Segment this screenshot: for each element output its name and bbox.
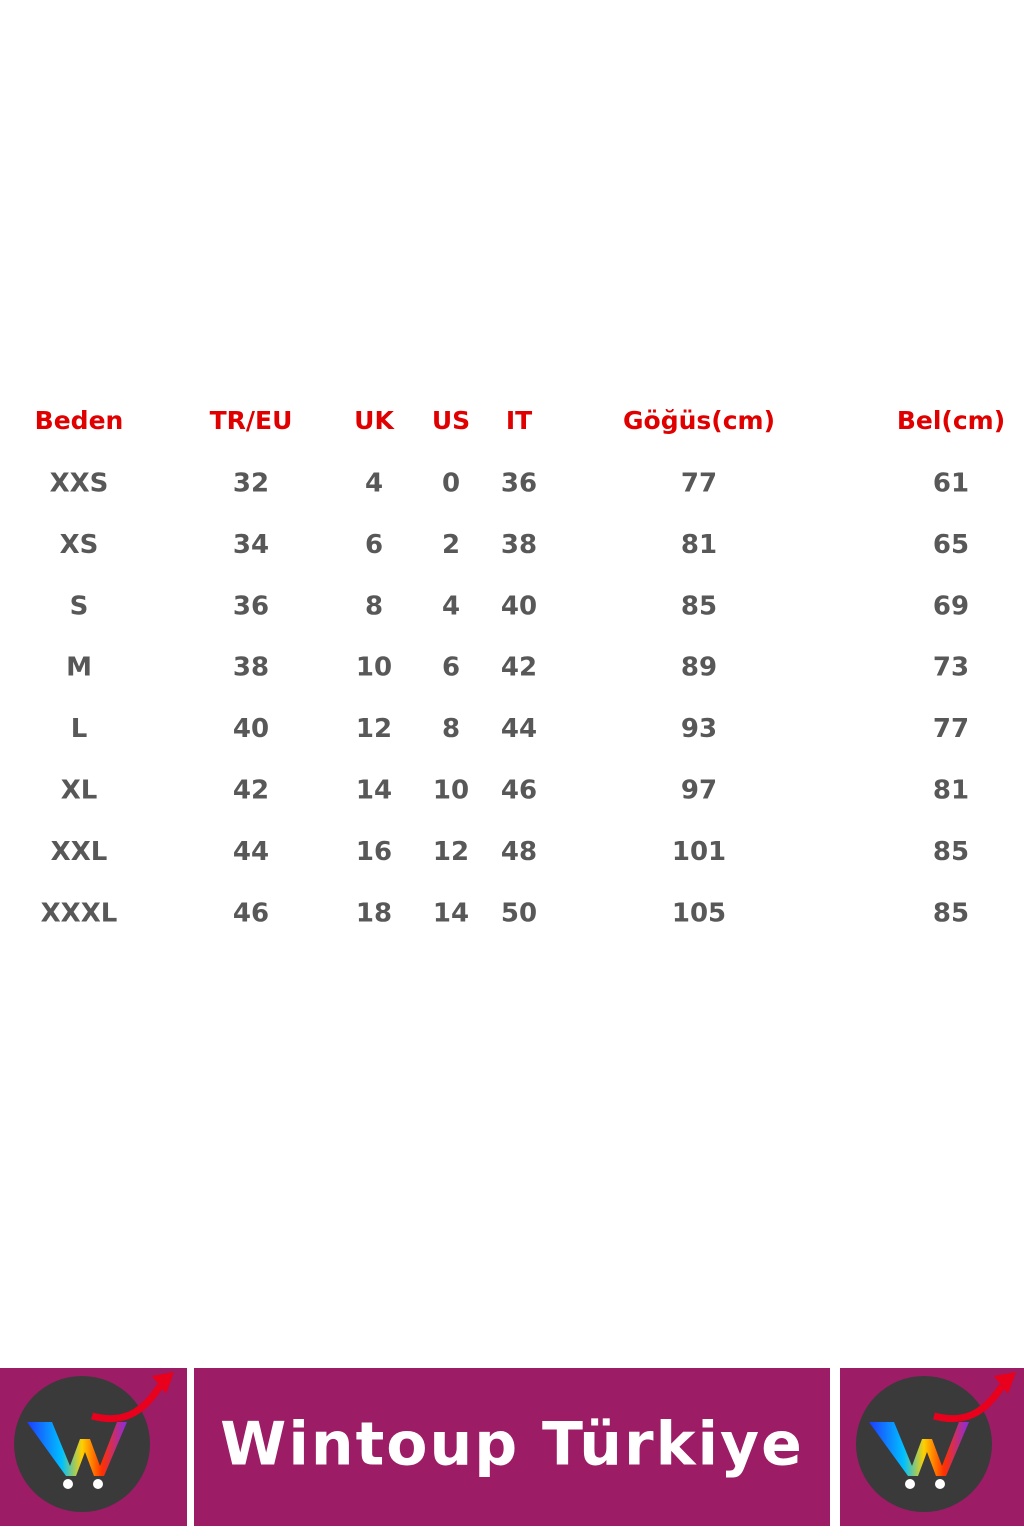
- table-cell: 93: [681, 714, 717, 744]
- table-cell: 14: [433, 898, 469, 928]
- column-header: Göğüs(cm): [623, 406, 775, 435]
- table-cell: 73: [933, 653, 969, 683]
- table-cell: 38: [233, 653, 269, 683]
- table-cell: 81: [681, 530, 717, 560]
- table-cell: S: [70, 591, 89, 621]
- table-cell: 50: [501, 898, 537, 928]
- table-cell: 77: [681, 469, 717, 499]
- table-cell: 38: [501, 530, 537, 560]
- table-cell: 101: [672, 837, 726, 867]
- table-cell: 85: [933, 837, 969, 867]
- table-cell: XXL: [51, 837, 108, 867]
- table-cell: 85: [933, 898, 969, 928]
- table-cell: 48: [501, 837, 537, 867]
- table-cell: 42: [233, 776, 269, 806]
- table-cell: XXXL: [41, 898, 118, 928]
- table-cell: 97: [681, 776, 717, 806]
- table-cell: XS: [60, 530, 99, 560]
- column-header: UK: [354, 406, 395, 435]
- column-header: Bel(cm): [897, 406, 1005, 435]
- column-header: US: [432, 406, 470, 435]
- table-cell: 40: [501, 591, 537, 621]
- table-cell: 0: [442, 469, 460, 499]
- table-cell: 6: [442, 653, 460, 683]
- table-cell: M: [66, 653, 92, 683]
- table-cell: XL: [61, 776, 98, 806]
- table-cell: 42: [501, 653, 537, 683]
- table-cell: XXS: [50, 469, 109, 499]
- table-cell: 4: [442, 591, 460, 621]
- table-cell: 12: [356, 714, 392, 744]
- table-cell: 85: [681, 591, 717, 621]
- table-cell: 46: [233, 898, 269, 928]
- table-cell: 69: [933, 591, 969, 621]
- table-cell: 44: [233, 837, 269, 867]
- table-cell: 40: [233, 714, 269, 744]
- table-cell: 32: [233, 469, 269, 499]
- table-cell: 14: [356, 776, 392, 806]
- table-cell: 8: [442, 714, 460, 744]
- table-cell: 2: [442, 530, 460, 560]
- banner-panel: [194, 1368, 830, 1526]
- table-cell: 12: [433, 837, 469, 867]
- table-cell: 36: [501, 469, 537, 499]
- banner-title: Wintoup Türkiye: [220, 1410, 804, 1480]
- table-cell: 44: [501, 714, 537, 744]
- table-cell: 61: [933, 469, 969, 499]
- table-cell: 105: [672, 898, 726, 928]
- table-cell: 6: [365, 530, 383, 560]
- table-cell: L: [71, 714, 88, 744]
- table-cell: 8: [365, 591, 383, 621]
- column-header: Beden: [35, 406, 124, 435]
- table-cell: 16: [356, 837, 392, 867]
- table-cell: 36: [233, 591, 269, 621]
- table-cell: 65: [933, 530, 969, 560]
- table-cell: 81: [933, 776, 969, 806]
- table-cell: 89: [681, 653, 717, 683]
- table-cell: 10: [433, 776, 469, 806]
- table-cell: 4: [365, 469, 383, 499]
- table-cell: 10: [356, 653, 392, 683]
- table-cell: 77: [933, 714, 969, 744]
- table-cell: 46: [501, 776, 537, 806]
- table-cell: 34: [233, 530, 269, 560]
- column-header: IT: [506, 406, 532, 435]
- column-header: TR/EU: [210, 406, 293, 435]
- table-cell: 18: [356, 898, 392, 928]
